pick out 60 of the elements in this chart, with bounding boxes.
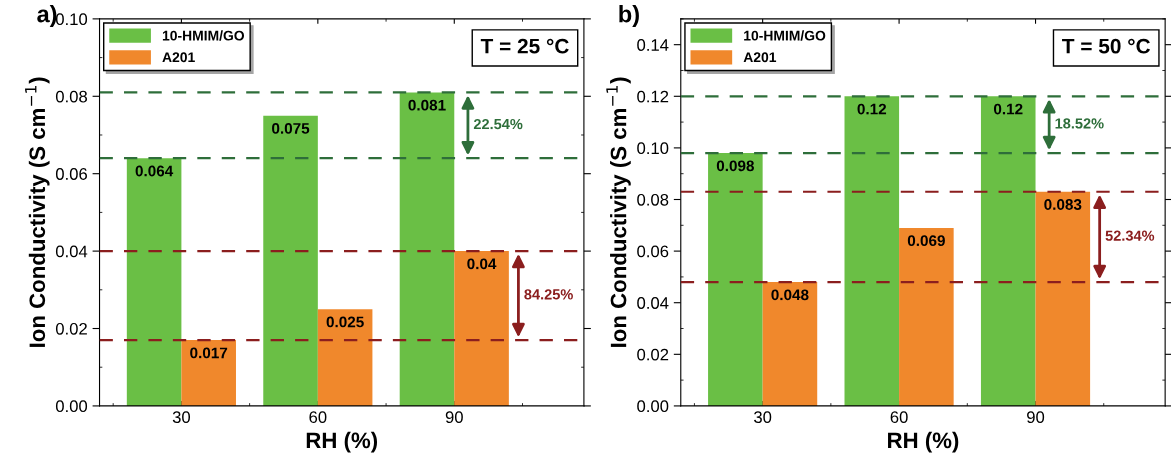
- data-label: 0.048: [771, 289, 809, 301]
- data-label: 0.075: [272, 122, 310, 134]
- x-tick-label: 60: [890, 411, 908, 424]
- y-tick-label: 0.14: [637, 39, 669, 51]
- annotation: 52.34%: [1105, 230, 1155, 241]
- data-label: 0.12: [993, 103, 1023, 115]
- y-tick-label: 0.08: [637, 193, 669, 206]
- annotation: 18.52%: [1055, 118, 1104, 129]
- y-tick-label: 0.06: [55, 168, 87, 180]
- data-label: 0.098: [716, 160, 754, 172]
- legend-label: A201: [743, 52, 777, 63]
- x-axis-title: RH (%): [306, 431, 378, 453]
- bar: [980, 96, 1036, 406]
- bar: [181, 340, 236, 406]
- bar: [762, 282, 818, 406]
- x-tick-label: 90: [445, 411, 463, 424]
- y-tick-label: 0.10: [55, 13, 88, 26]
- legend-label: 10-HMIM/GO: [162, 30, 245, 41]
- data-label: 0.064: [135, 165, 174, 177]
- bar: [899, 227, 954, 406]
- y-axis-title: Ion Conductivity (S cm$^{−1}$): [25, 77, 50, 347]
- x-tick-label: 30: [172, 411, 191, 424]
- annotation: T = 50 °C: [1062, 38, 1151, 54]
- bar: [844, 96, 900, 406]
- data-label: 0.12: [857, 103, 887, 115]
- data-label: 0.025: [326, 316, 364, 328]
- y-tick-label: 0.12: [637, 90, 669, 103]
- data-label: 0.069: [907, 235, 945, 247]
- x-tick-label: 60: [309, 411, 327, 424]
- data-label: 0.017: [190, 347, 228, 359]
- y-tick-label: 0.06: [637, 245, 669, 258]
- y-tick-label: 0.02: [637, 348, 669, 361]
- bar: [126, 158, 182, 406]
- chart-title: a): [37, 5, 57, 28]
- annotation: 84.25%: [524, 289, 573, 300]
- data-label: 0.04: [467, 258, 497, 270]
- y-tick-label: 0.00: [55, 400, 88, 413]
- legend-label: 10-HMIM/GO: [744, 30, 826, 41]
- y-tick-label: 0.10: [637, 142, 669, 155]
- bar: [454, 251, 509, 406]
- bar: [708, 153, 763, 406]
- y-tick-label: 0.02: [55, 322, 87, 335]
- data-label: 0.081: [408, 99, 446, 111]
- y-tick-label: 0.04: [637, 297, 669, 309]
- x-axis-title: RH (%): [888, 431, 959, 453]
- y-tick-label: 0.08: [55, 90, 88, 103]
- annotation: 22.54%: [473, 118, 523, 130]
- data-label: 0.083: [1044, 199, 1082, 210]
- bar: [399, 92, 455, 406]
- bar: [317, 309, 373, 406]
- x-tick-label: 90: [1027, 411, 1045, 424]
- y-tick-label: 0.00: [637, 400, 669, 413]
- bar: [263, 115, 318, 406]
- chart-title: b): [619, 5, 639, 28]
- bar: [1035, 191, 1091, 406]
- annotation: T = 25 °C: [480, 38, 569, 54]
- y-axis-title: Ion Conductivity (S cm$^{−1}$): [606, 77, 631, 347]
- legend-label: A201: [162, 52, 195, 63]
- y-tick-label: 0.04: [55, 245, 88, 258]
- x-tick-label: 30: [754, 411, 772, 424]
